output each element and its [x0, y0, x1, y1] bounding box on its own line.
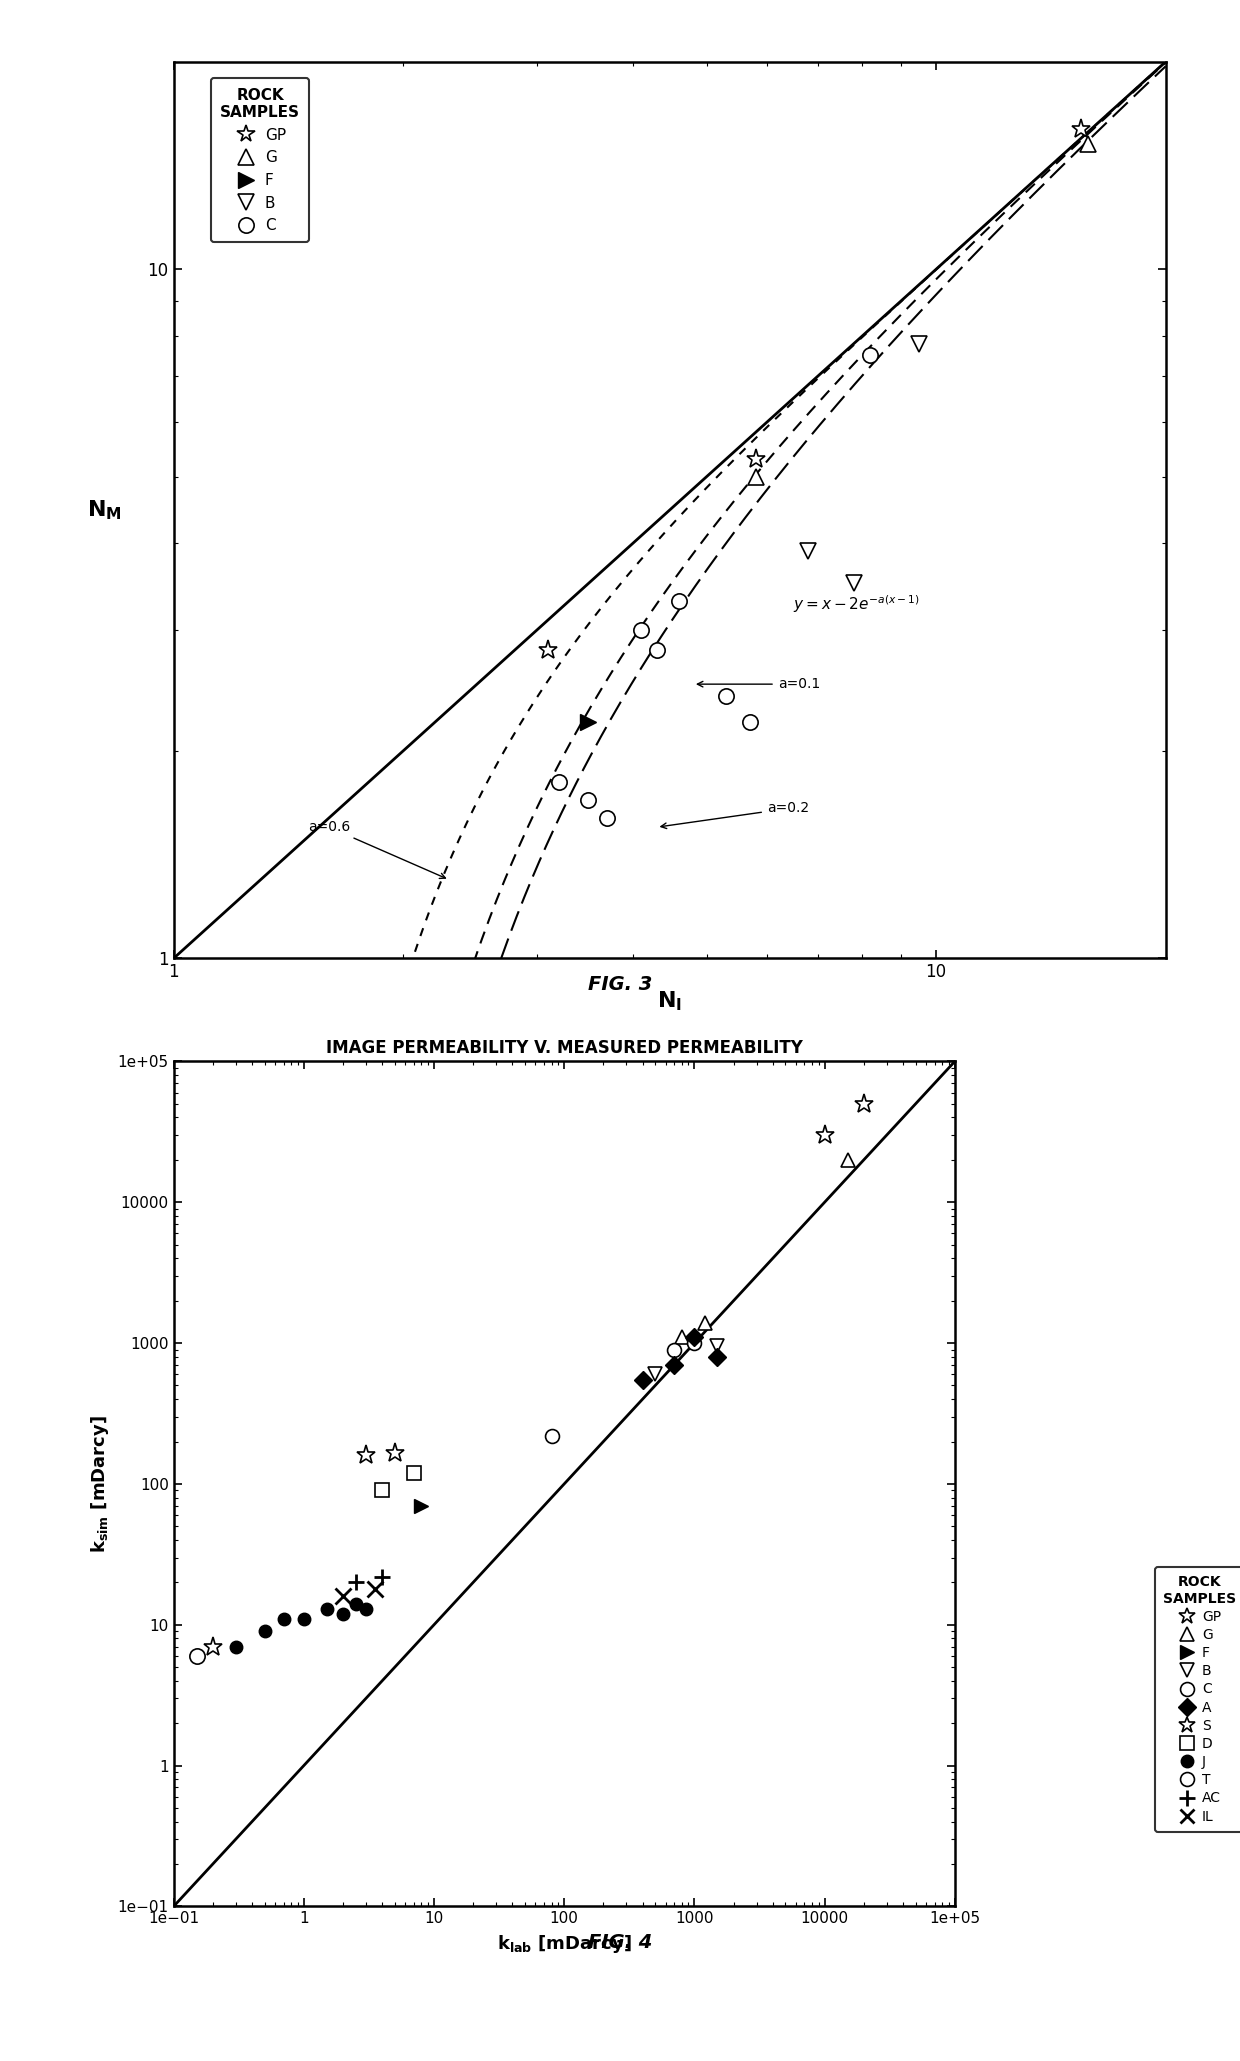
Legend: GP, G, F, B, C, A, S, D, J, T, AC, IL: GP, G, F, B, C, A, S, D, J, T, AC, IL	[1154, 1566, 1240, 1832]
Text: $y = x-2e^{-a(x-1)}$: $y = x-2e^{-a(x-1)}$	[794, 594, 920, 616]
Legend: GP, G, F, B, C: GP, G, F, B, C	[211, 78, 309, 243]
Text: FIG. 4: FIG. 4	[588, 1933, 652, 1952]
Y-axis label: $\mathbf{N_M}$: $\mathbf{N_M}$	[87, 499, 122, 521]
Text: a=0.2: a=0.2	[661, 802, 808, 829]
Text: a=0.6: a=0.6	[308, 820, 445, 878]
X-axis label: $\mathbf{k_{lab}}$ [mDarcy]: $\mathbf{k_{lab}}$ [mDarcy]	[497, 1933, 631, 1956]
X-axis label: $\mathbf{N_I}$: $\mathbf{N_I}$	[657, 989, 682, 1014]
Text: FIG. 3: FIG. 3	[588, 975, 652, 993]
Title: IMAGE PERMEABILITY V. MEASURED PERMEABILITY: IMAGE PERMEABILITY V. MEASURED PERMEABIL…	[326, 1039, 802, 1057]
Y-axis label: $\mathbf{k_{sim}}$ [mDarcy]: $\mathbf{k_{sim}}$ [mDarcy]	[89, 1416, 110, 1552]
Text: a=0.1: a=0.1	[697, 678, 820, 690]
